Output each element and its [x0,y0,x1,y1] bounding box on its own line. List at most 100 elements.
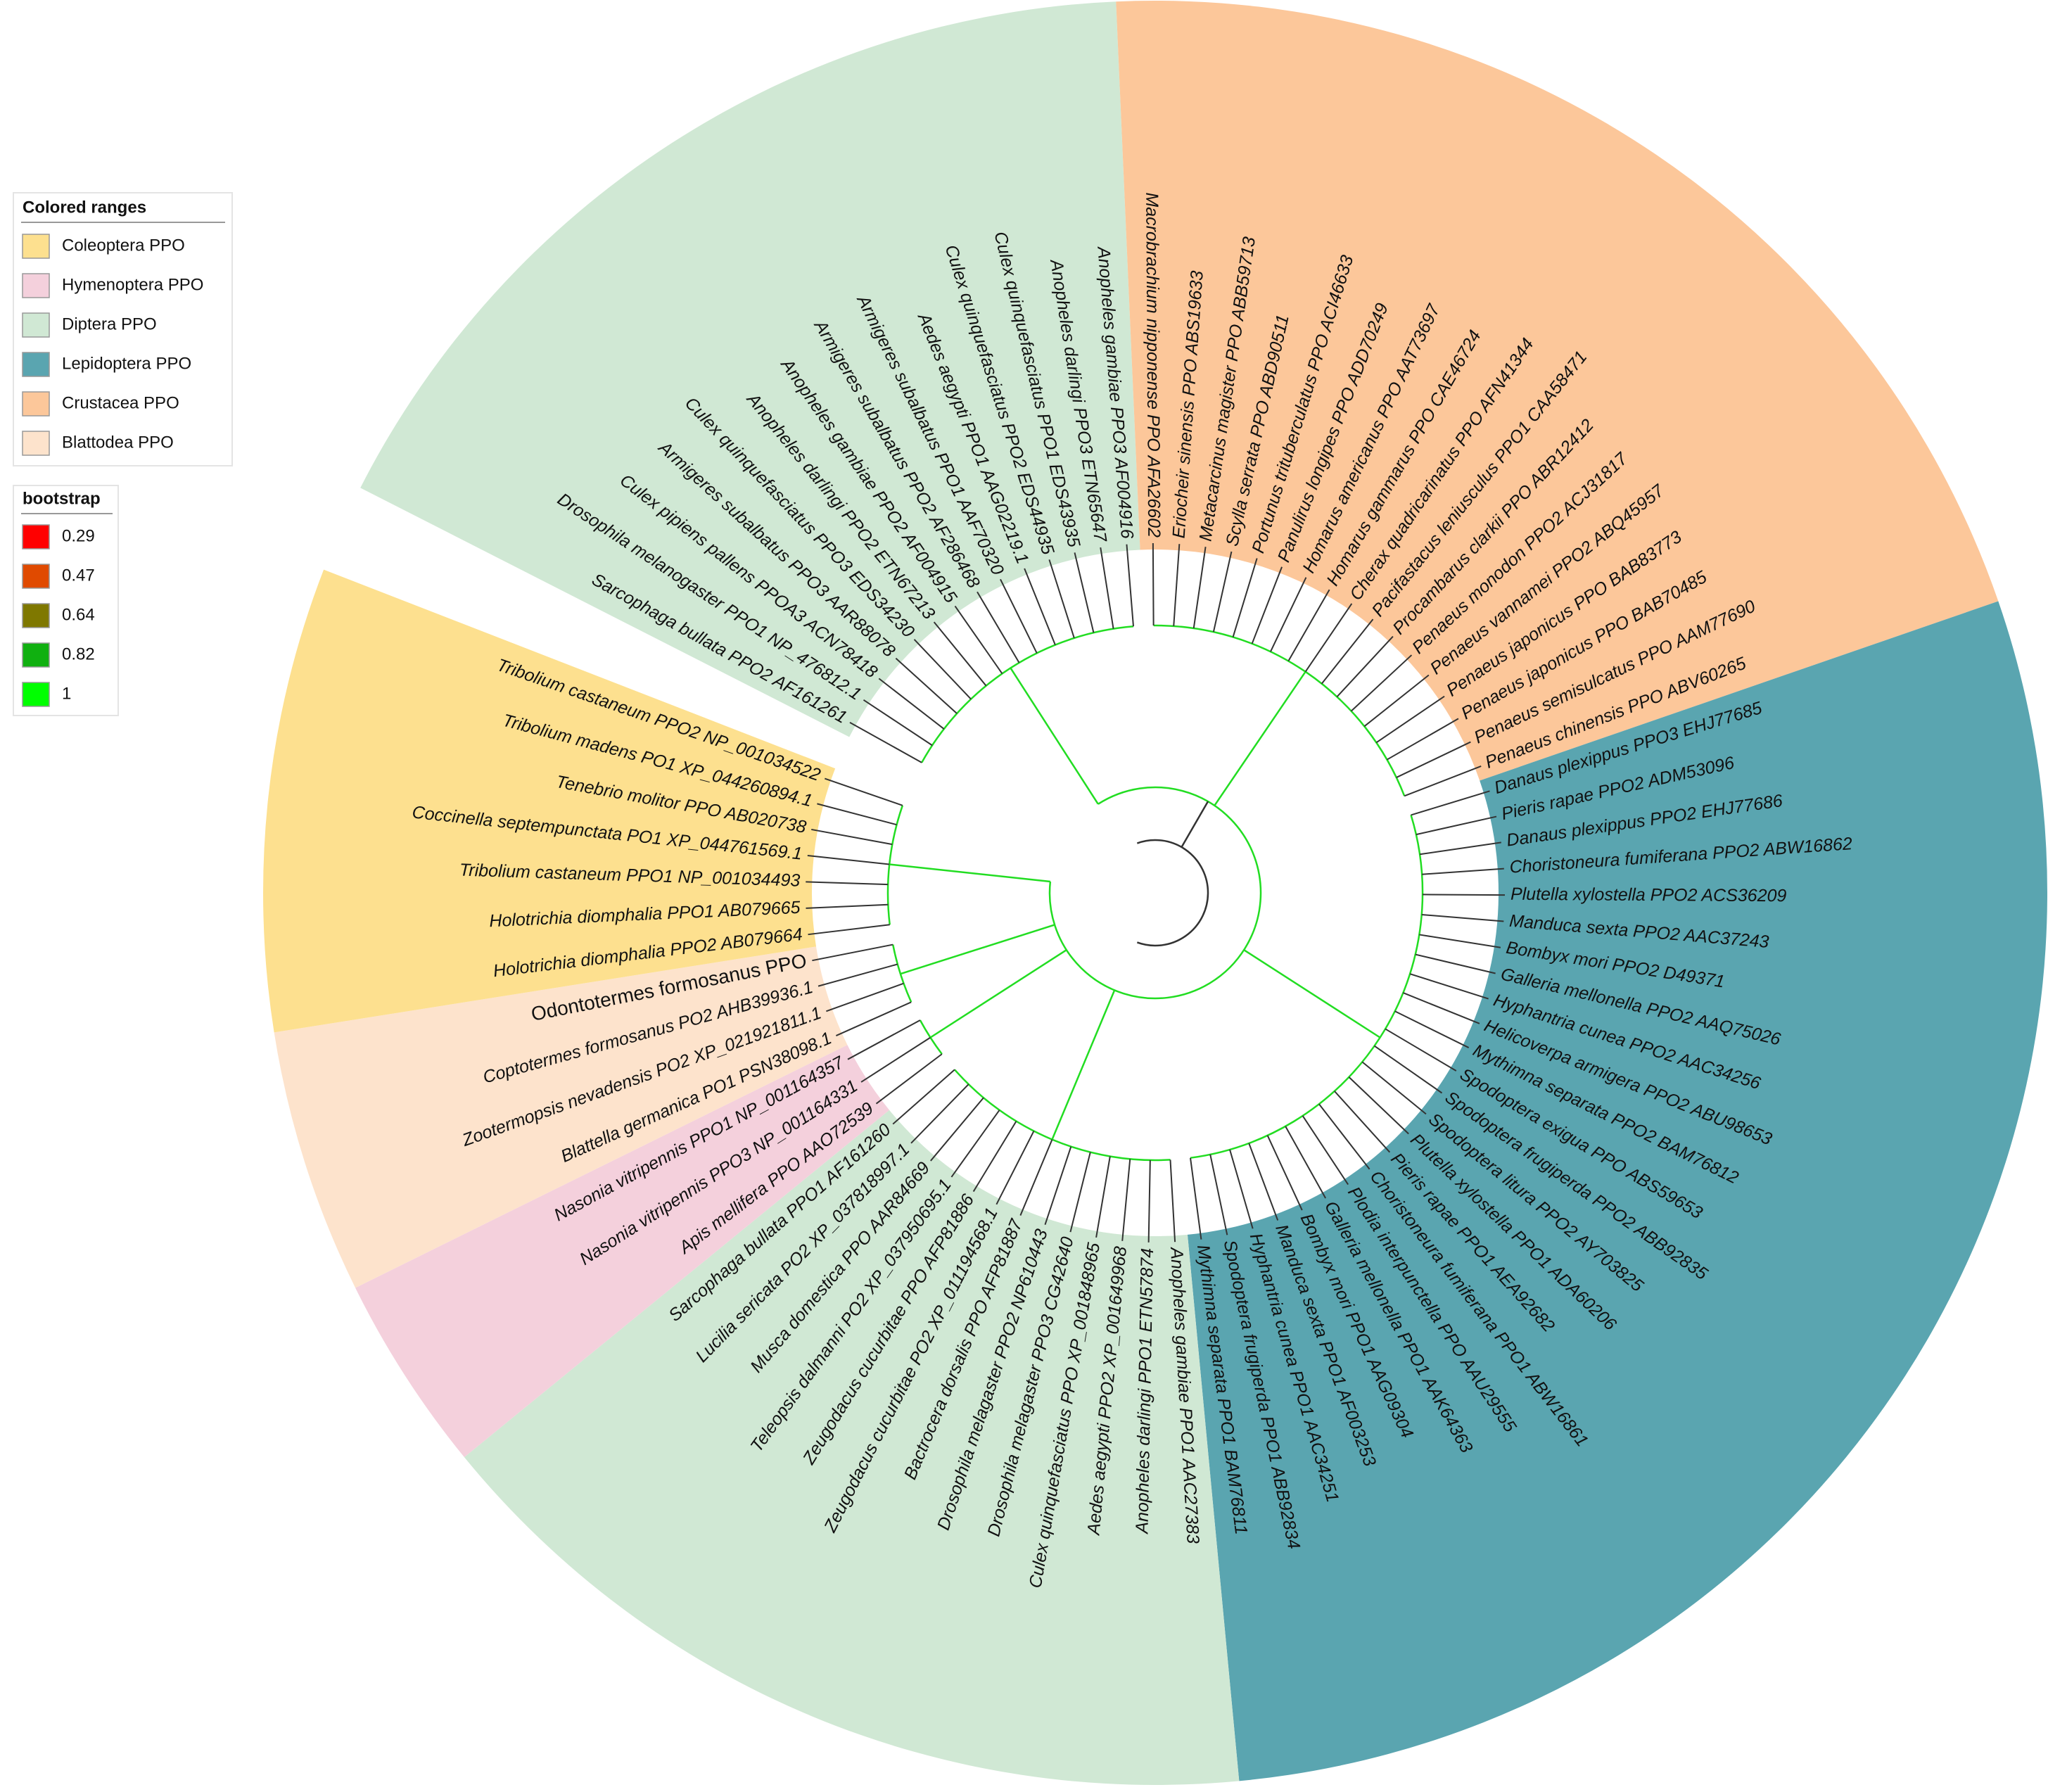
leaf-branch [1121,1159,1131,1241]
bootstrap-label: 1 [62,684,71,703]
leaf-branch [1173,544,1181,626]
leaf-branch [1421,914,1504,922]
legend-swatch [22,273,50,298]
leaf-branch [1302,1115,1349,1186]
legend-label: Coleoptera PPO [62,236,185,255]
leaf-branch [1304,603,1353,673]
leaf-branch [1318,1103,1370,1170]
bootstrap-box [13,485,119,716]
bootstrap-swatch [22,564,50,589]
clade-stem [1010,667,1099,805]
clade-range [360,1,1140,737]
clade-range [464,1110,1240,1785]
leaf-branch [1248,1143,1279,1221]
legend-swatch [22,312,50,338]
leaf-branch [806,881,889,886]
clade-stem [889,863,1050,883]
leaf-branch [1251,566,1283,644]
leaf-branch [1422,868,1504,875]
leaf-branch [1348,1076,1409,1135]
leaf-branch [977,591,1020,663]
clade-arc [1190,815,1424,1159]
leaf-branch [847,1019,921,1060]
leaf-branch [1000,578,1038,654]
leaf-branch [826,982,904,1012]
leaf-branch [806,903,889,909]
leaf-label: Plutella xylostella PPO2 ACS36209 [1510,884,1787,905]
leaf-branch [1361,1061,1427,1115]
leaf-branch [954,605,1003,674]
leaf-branch [1069,1152,1091,1233]
bootstrap-label: 0.29 [62,526,95,545]
leaf-branch [1044,1146,1072,1226]
leaf-branch [1232,558,1258,637]
leaf-branch [1422,894,1505,896]
leaf-branch [1095,1156,1111,1238]
clade-range [1116,0,1999,781]
leaf-branch [1409,973,1489,1000]
leaf-branch [1419,841,1501,856]
tree-branches [806,543,1505,1243]
legend-box [13,192,233,466]
leaf-branch [913,639,972,700]
clade-range [1187,601,2048,1781]
leaf-branch [860,1036,931,1083]
clade-range [355,1045,890,1458]
leaf-branch [1212,551,1233,633]
leaf-branch [1024,568,1056,645]
leaf-branch [1415,953,1496,974]
legend: Colored ranges bootstrap Coleoptera PPO H… [13,192,233,716]
bootstrap-swatch [22,682,50,707]
leaf-branch [996,1131,1035,1205]
clade-stem [929,949,1067,1038]
leaf-branch [835,1001,912,1037]
leaf-branch [1416,815,1497,836]
clade-stem [1214,671,1306,806]
bootstrap-swatch [22,524,50,549]
leaf-branch [895,657,958,714]
legend-title: Colored ranges [23,198,146,217]
leaf-branch [1270,577,1307,652]
legend-label: Lepidoptera PPO [62,354,191,373]
leaf-branch [875,1053,943,1105]
leaf-branch [1192,547,1207,629]
leaf-branch [1019,1139,1053,1216]
leaf-branch [950,1110,1000,1178]
clade-stem [900,924,1055,975]
leaf-branch [1411,790,1490,816]
leaf-branch [1266,1135,1303,1211]
leaf-branch [878,678,945,730]
leaf-branch [1209,1154,1228,1235]
leaf-branch [807,855,890,865]
leaf-branch [1396,741,1471,778]
hub-arc [1048,786,1262,1000]
colored-ranges [262,0,2048,1785]
bootstrap-swatch [22,603,50,628]
leaf-branch [1048,559,1075,639]
leaf-branch [1350,654,1413,712]
leaf-branch [1404,765,1482,797]
clade-stem [1051,989,1116,1140]
leaf-branch [1147,1159,1151,1243]
leaf-branch [812,943,893,962]
bootstrap-label: 0.64 [62,605,95,624]
clade-range [274,946,848,1288]
leaf-branch [1375,695,1445,744]
clade-stem [1243,949,1381,1038]
leaf-branch [1100,547,1114,629]
legend-label: Diptera PPO [62,314,157,333]
bootstrap-label: 0.47 [62,566,95,585]
clade-range [262,569,836,1033]
legend-swatch [22,234,50,259]
root-stem [1181,801,1209,848]
leaf-branch [1126,544,1134,627]
leaf-branch [1394,1010,1470,1048]
root-arc [1136,839,1209,947]
leaf-branch [1321,618,1374,685]
leaf-branch [972,1121,1017,1193]
leaf-branch [1403,992,1480,1024]
leaf-branch [1169,1159,1176,1243]
leaf-branch [811,828,893,846]
leaf-branch [1386,718,1459,761]
